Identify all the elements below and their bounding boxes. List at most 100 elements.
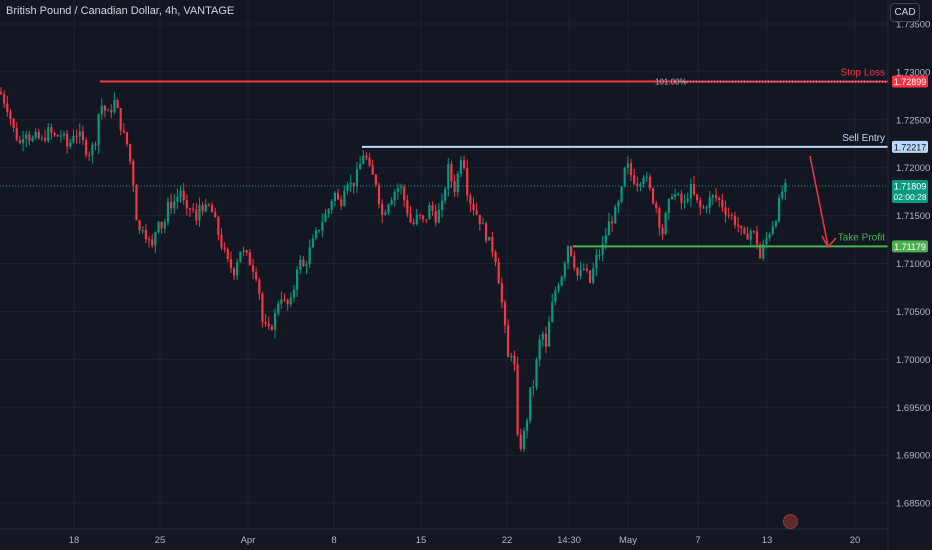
candle-body bbox=[544, 333, 548, 347]
level-price-badge bbox=[892, 75, 928, 88]
candle-body bbox=[588, 270, 592, 283]
annotations bbox=[809, 155, 837, 249]
candle-body bbox=[406, 200, 409, 214]
candle-body bbox=[447, 164, 450, 190]
projection-arrow bbox=[809, 155, 829, 247]
candle-body bbox=[37, 131, 40, 139]
candle-body bbox=[409, 213, 412, 223]
projection-arrow-head bbox=[821, 235, 837, 249]
session-icon[interactable] bbox=[783, 514, 798, 529]
candle-body bbox=[566, 246, 570, 264]
candle-body bbox=[623, 167, 626, 187]
candle-body bbox=[195, 209, 198, 221]
candle-body bbox=[340, 199, 343, 207]
candle-body bbox=[371, 165, 374, 175]
candle-body bbox=[425, 219, 428, 221]
candle-body bbox=[733, 215, 737, 226]
candle-body bbox=[374, 174, 377, 185]
candle-body bbox=[69, 142, 72, 147]
level-price-badge bbox=[892, 240, 928, 253]
candle-body bbox=[283, 299, 286, 301]
candle-body bbox=[459, 160, 462, 174]
candle-body bbox=[617, 201, 620, 208]
candle-body bbox=[485, 223, 488, 241]
candle-body bbox=[40, 137, 44, 139]
current-price-text: 1.71809 bbox=[894, 182, 927, 192]
candle-body bbox=[478, 214, 481, 225]
candle-body bbox=[541, 333, 544, 340]
x-tick-label: 22 bbox=[502, 535, 513, 546]
candle-body bbox=[579, 269, 582, 276]
currency-button[interactable]: CAD bbox=[890, 3, 920, 22]
candle-body bbox=[746, 233, 749, 240]
candle-body bbox=[626, 163, 629, 168]
candle-body bbox=[305, 264, 308, 267]
candle-body bbox=[44, 137, 47, 141]
candle-body bbox=[415, 214, 418, 225]
candle-body bbox=[198, 205, 201, 221]
level-name: Sell Entry bbox=[842, 133, 885, 144]
candle-body bbox=[680, 193, 683, 203]
candle-body bbox=[25, 134, 28, 139]
candle-body bbox=[692, 183, 696, 195]
candle-body bbox=[273, 313, 277, 330]
candle-body bbox=[774, 221, 777, 227]
candle-body bbox=[611, 221, 614, 224]
x-tick-label: 8 bbox=[331, 535, 336, 546]
candle-body bbox=[9, 111, 12, 119]
candle-body bbox=[529, 387, 532, 421]
candle-body bbox=[472, 203, 475, 210]
candle-body bbox=[551, 302, 554, 322]
candle-body bbox=[185, 199, 188, 209]
candle-body bbox=[138, 220, 141, 231]
candle-body bbox=[336, 193, 340, 200]
candle-body bbox=[346, 184, 349, 191]
candle-body bbox=[522, 430, 525, 450]
candle-body bbox=[18, 140, 21, 143]
candle-body bbox=[144, 230, 147, 240]
candle-body bbox=[122, 130, 125, 133]
candle-body bbox=[296, 269, 299, 290]
candle-body bbox=[428, 205, 431, 220]
candle-body bbox=[535, 359, 538, 388]
candle-body bbox=[84, 140, 88, 155]
candle-body bbox=[107, 110, 110, 112]
candle-body bbox=[768, 234, 771, 239]
candle-body bbox=[576, 267, 579, 276]
candle-body bbox=[302, 259, 305, 267]
candle-body bbox=[100, 105, 103, 115]
candle-body bbox=[135, 185, 138, 221]
price-axis[interactable]: 1.73500 1.73000 1.72500 1.72000 1.71500 1.710… bbox=[896, 19, 930, 509]
candle-body bbox=[677, 193, 680, 195]
candle-body bbox=[784, 182, 787, 192]
y-tick-label: 1.69000 bbox=[896, 451, 930, 462]
candle-body bbox=[633, 175, 636, 184]
candle-body bbox=[670, 196, 674, 200]
candle-body bbox=[21, 138, 25, 143]
candle-body bbox=[365, 155, 368, 158]
level-name: Take Profit bbox=[838, 232, 885, 243]
candle-body bbox=[737, 225, 740, 227]
candle-body bbox=[359, 163, 362, 170]
candle-body bbox=[488, 236, 491, 241]
candle-body bbox=[781, 191, 784, 199]
candle-body bbox=[66, 133, 69, 147]
candle-body bbox=[762, 243, 765, 259]
countdown-text: 02:00:28 bbox=[893, 192, 926, 202]
candle-body bbox=[645, 176, 648, 178]
candle-body bbox=[270, 325, 273, 330]
candle-body bbox=[711, 195, 714, 198]
candle-body bbox=[730, 214, 733, 216]
candle-body bbox=[560, 276, 563, 286]
candle-body bbox=[91, 144, 94, 155]
candle-body bbox=[62, 133, 66, 136]
candle-body bbox=[629, 163, 633, 176]
candle-body bbox=[434, 210, 437, 223]
time-axis[interactable]: 18 25 Apr 8 15 22 14:30 May 7 13 20 bbox=[69, 535, 861, 546]
candle-body bbox=[440, 200, 444, 210]
candle-body bbox=[220, 234, 223, 248]
candle-body bbox=[34, 131, 37, 138]
